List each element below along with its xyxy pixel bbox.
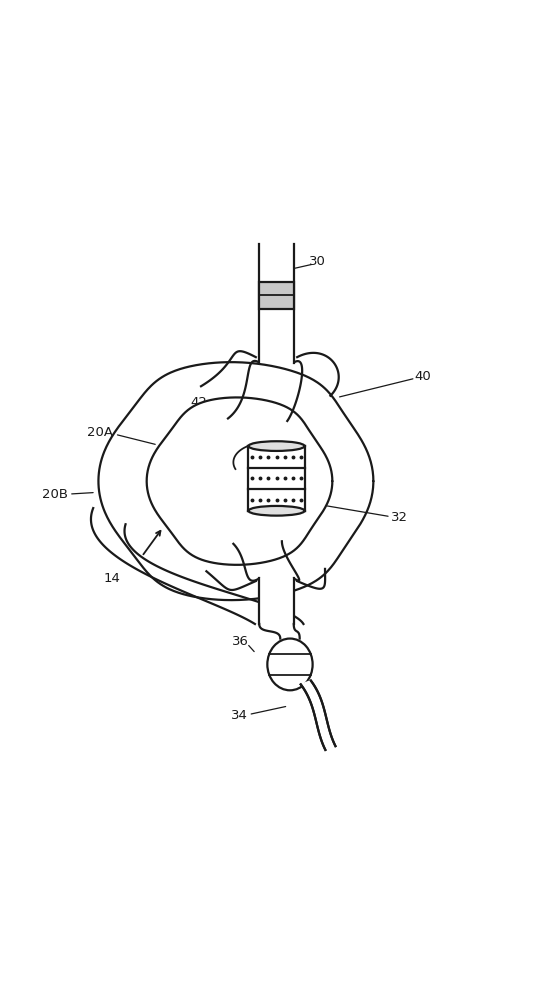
Text: 38: 38 (179, 484, 195, 497)
Bar (259, 282, 294, 309)
Text: 20B: 20B (42, 488, 68, 501)
Ellipse shape (248, 506, 305, 516)
Polygon shape (147, 397, 332, 565)
Text: 14: 14 (104, 572, 121, 585)
Bar (259, 244, 294, 363)
Text: 39: 39 (199, 462, 215, 475)
Polygon shape (98, 362, 373, 600)
Text: 36: 36 (232, 635, 249, 648)
Text: 40: 40 (415, 370, 431, 383)
Polygon shape (259, 624, 300, 639)
Text: 20A: 20A (87, 426, 113, 439)
Text: 42: 42 (190, 396, 207, 409)
Text: 32: 32 (391, 511, 408, 524)
Ellipse shape (248, 441, 305, 451)
Bar (248, 446, 305, 511)
Text: 34: 34 (231, 709, 248, 722)
Ellipse shape (267, 639, 312, 690)
Bar (259, 578, 294, 624)
Polygon shape (301, 681, 336, 750)
Text: 30: 30 (309, 255, 326, 268)
